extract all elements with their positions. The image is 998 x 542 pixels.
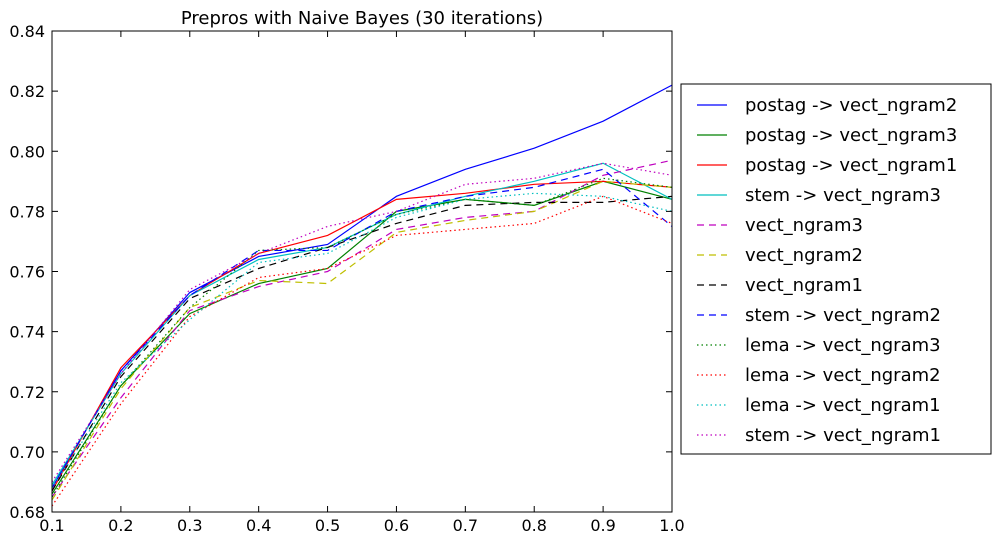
series-line [51,162,673,486]
series-line [51,162,673,483]
x-tick-label: 0.9 [590,516,615,535]
series-line [51,180,673,492]
y-tick-label: 0.82 [9,82,45,101]
series-line [51,180,673,495]
axis-layer: 0.1 0.2 0.3 0.4 0.5 0.6 0.7 0.8 0.9 1.0 0.68 0.70 0.… [9,22,684,535]
series-layer [51,84,673,507]
x-tick-label: 0.6 [384,516,409,535]
plot-area [52,31,672,512]
y-tick-label: 0.78 [9,202,45,221]
series-line [51,195,673,507]
y-tick-label: 0.80 [9,142,45,161]
plot-frame [51,30,673,513]
legend-label: postag -> vect_ngram1 [745,155,957,176]
legend-label: postag -> vect_ngram3 [745,125,957,146]
series-line [51,192,673,489]
series-line [51,180,673,501]
y-tick-label: 0.70 [9,443,45,462]
chart-title: Prepros with Naive Bayes (30 iterations) [181,8,543,29]
legend-label: lema -> vect_ngram3 [745,335,941,356]
legend-label: stem -> vect_ngram2 [745,305,941,326]
legend-label: vect_ngram2 [745,245,863,266]
x-tick-label: 0.8 [521,516,546,535]
legend-label: stem -> vect_ngram1 [745,425,941,446]
series-line [51,168,673,489]
x-tick-label: 0.2 [108,516,133,535]
x-tick-label: 0.7 [453,516,478,535]
y-tick-label: 0.84 [9,22,45,41]
y-tick-label: 0.68 [9,503,45,522]
legend-box [680,83,992,455]
y-tick-label: 0.74 [9,323,45,342]
y-tick-label: 0.72 [9,383,45,402]
x-tick-label: 1.0 [659,516,684,535]
legend-label: postag -> vect_ngram2 [745,95,957,116]
x-tick-label: 0.5 [315,516,340,535]
y-tick-label: 0.76 [9,263,45,282]
legend-label: stem -> vect_ngram3 [745,185,941,206]
legend-label: vect_ngram3 [745,215,863,236]
legend-label: lema -> vect_ngram1 [745,395,941,416]
x-tick-label: 0.3 [177,516,202,535]
legend-label: lema -> vect_ngram2 [745,365,941,386]
series-line [51,195,673,492]
x-tick-label: 0.1 [39,516,64,535]
legend-label: vect_ngram1 [745,275,863,296]
x-tick-label: 0.4 [246,516,271,535]
